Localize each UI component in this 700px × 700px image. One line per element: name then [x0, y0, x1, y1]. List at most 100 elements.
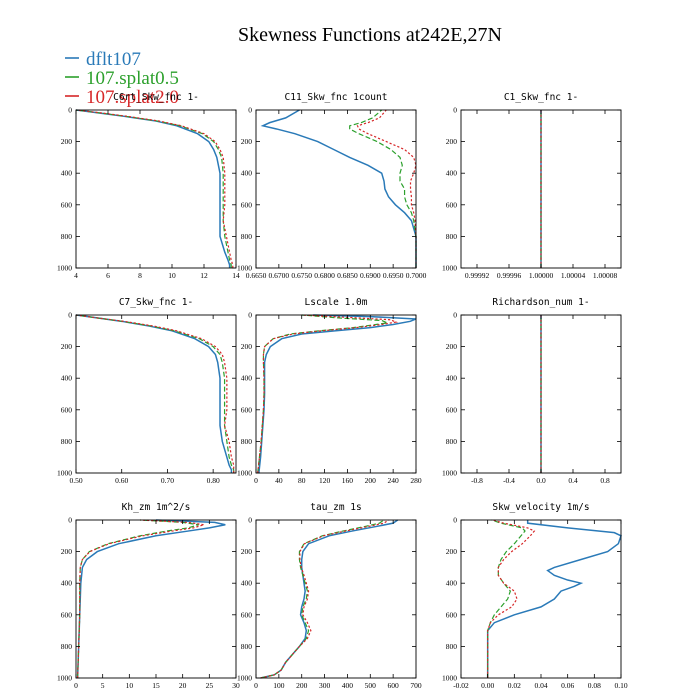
x-tick-label: 0.00 [481, 681, 494, 690]
y-tick-label: 0 [453, 311, 457, 320]
series-line-dflt107 [486, 520, 622, 678]
y-tick-label: 400 [61, 374, 73, 383]
y-tick-label: 0 [68, 311, 72, 320]
x-tick-label: 20 [179, 681, 187, 690]
y-tick-label: 600 [61, 405, 73, 414]
x-tick-label: 0 [254, 681, 258, 690]
y-tick-label: 0 [68, 516, 72, 525]
x-tick-label: 0.6850 [337, 271, 358, 280]
series-line-dflt107 [75, 109, 231, 268]
x-tick-label: 300 [319, 681, 331, 690]
x-tick-label: 25 [206, 681, 214, 690]
panel-title: tau_zm 1s [310, 502, 361, 513]
panel-title: Kh_zm 1m^2/s [122, 502, 191, 513]
y-tick-label: 400 [241, 579, 253, 588]
y-tick-label: 200 [61, 137, 73, 146]
y-tick-label: 400 [241, 374, 253, 383]
series-line-107.splat2.0 [260, 519, 389, 679]
series-line-107.splat0.5 [75, 109, 232, 268]
series-line-107.splat2.0 [356, 109, 417, 268]
legend: dflt107 107.splat0.5 107.splat2.0 [65, 49, 179, 108]
x-tick-label: 6 [106, 271, 110, 280]
x-tick-label: 0.04 [534, 681, 547, 690]
y-tick-label: 1000 [442, 469, 457, 478]
x-tick-label: 30 [232, 681, 240, 690]
legend-label-splat20: 107.splat2.0 [86, 87, 179, 108]
x-tick-label: 10 [126, 681, 134, 690]
y-tick-label: 0 [248, 516, 252, 525]
panel-title: Richardson_num 1- [492, 297, 589, 308]
x-tick-label: 0.60 [115, 476, 128, 485]
plot-frame [255, 314, 417, 474]
x-tick-label: 1.00008 [593, 271, 618, 280]
series-line-107.splat0.5 [349, 109, 417, 268]
y-tick-label: 800 [446, 642, 458, 651]
y-tick-label: 600 [241, 610, 253, 619]
x-tick-label: 14 [232, 271, 240, 280]
series-line-107.splat0.5 [257, 314, 390, 474]
y-tick-label: 600 [241, 200, 253, 209]
y-tick-label: 400 [61, 579, 73, 588]
x-tick-label: 1.00000 [529, 271, 554, 280]
series-line-107.splat2.0 [487, 519, 536, 678]
x-tick-label: 240 [388, 476, 400, 485]
y-tick-label: 1000 [237, 469, 252, 478]
series-line-107.splat2.0 [257, 314, 399, 474]
y-tick-label: 200 [446, 547, 458, 556]
y-tick-label: 800 [61, 642, 73, 651]
series-line-dflt107 [75, 314, 233, 473]
y-tick-label: 1000 [442, 674, 457, 683]
panel-5: Richardson_num 1- 0 200 400 600 800 1000 -0.8 -0… [442, 297, 622, 485]
x-tick-label: 600 [388, 681, 400, 690]
y-tick-label: 200 [241, 137, 253, 146]
y-tick-label: 800 [446, 232, 458, 241]
figure-title: Skewness Functions at242E,27N [238, 24, 502, 46]
y-tick-label: 600 [241, 405, 253, 414]
x-tick-label: 15 [152, 681, 160, 690]
y-tick-label: 1000 [57, 469, 72, 478]
x-tick-label: 0.99992 [465, 271, 490, 280]
plot-frame [255, 109, 417, 269]
x-tick-label: 0.08 [588, 681, 601, 690]
y-tick-label: 200 [61, 547, 73, 556]
y-tick-label: 400 [61, 169, 73, 178]
x-tick-label: -0.02 [453, 681, 469, 690]
series-line-107.splat0.5 [260, 519, 385, 679]
series-line-107.splat0.5 [487, 519, 526, 678]
x-tick-label: 80 [298, 476, 306, 485]
y-tick-label: 200 [446, 137, 458, 146]
panel-2: C1_Skw_fnc 1- 0 200 400 600 800 1000 0.99992 0.9… [442, 92, 622, 280]
y-tick-label: 1000 [442, 264, 457, 273]
y-tick-label: 0 [248, 106, 252, 115]
x-tick-label: 0.6900 [360, 271, 381, 280]
series-line-dflt107 [76, 519, 226, 679]
panel-title: Skw_velocity 1m/s [492, 502, 589, 513]
plot-frame [75, 109, 237, 269]
panel-title: C1_Skw_fnc 1- [504, 92, 578, 103]
x-tick-label: 4 [74, 271, 78, 280]
x-tick-label: 500 [365, 681, 377, 690]
y-tick-label: 400 [446, 374, 458, 383]
y-tick-label: 0 [453, 516, 457, 525]
y-tick-label: 400 [446, 579, 458, 588]
x-tick-label: 0 [74, 681, 78, 690]
y-tick-label: 0 [68, 106, 72, 115]
x-tick-label: 0.70 [161, 476, 174, 485]
x-tick-label: 0.06 [561, 681, 574, 690]
y-tick-label: 0 [453, 106, 457, 115]
series-line-107.splat2.0 [75, 109, 234, 268]
y-tick-label: 600 [61, 200, 73, 209]
x-tick-label: 0.6800 [314, 271, 335, 280]
x-tick-label: 100 [273, 681, 285, 690]
x-tick-label: 0.80 [207, 476, 220, 485]
x-tick-label: 160 [342, 476, 354, 485]
y-tick-label: 200 [241, 547, 253, 556]
y-tick-label: 800 [446, 437, 458, 446]
y-tick-label: 1000 [237, 264, 252, 273]
legend-label-splat05: 107.splat0.5 [86, 68, 179, 89]
x-tick-label: 0.50 [69, 476, 82, 485]
